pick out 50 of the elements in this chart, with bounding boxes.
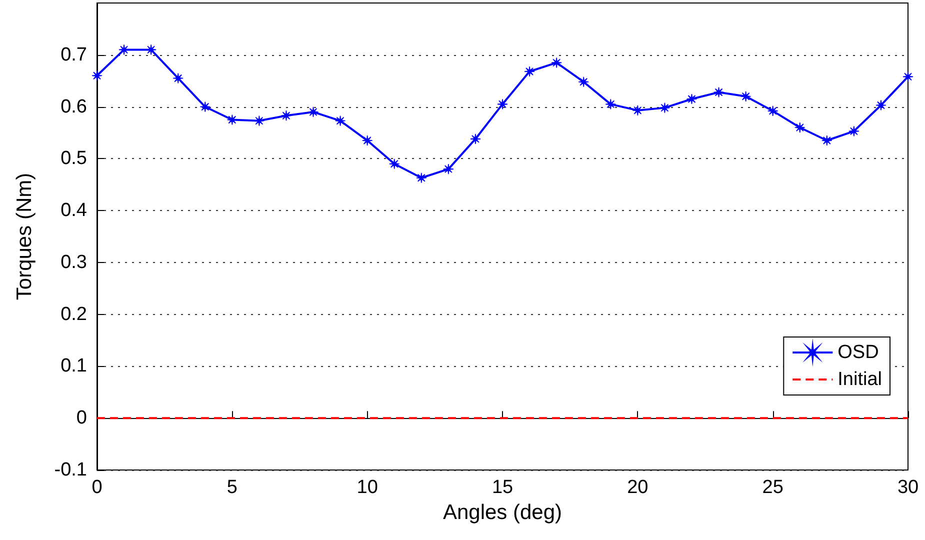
y-tick-label: 0.2	[60, 304, 87, 325]
x-tick-label: 5	[226, 477, 238, 498]
y-tick-label: 0.4	[60, 200, 88, 222]
point	[794, 122, 806, 133]
point	[146, 44, 156, 56]
point	[632, 105, 644, 116]
x-tick-label: 15	[492, 477, 514, 498]
point	[578, 76, 589, 88]
point	[659, 102, 670, 114]
x-axis-title: Angles (deg)	[442, 501, 562, 524]
x-tick-label: 20	[627, 477, 648, 498]
point	[362, 135, 373, 146]
y-axis-title: Torques (Nm)	[13, 172, 36, 300]
x-tick-label: 0	[92, 477, 102, 498]
point	[308, 106, 319, 118]
x-tick-label: 10	[356, 477, 378, 498]
point	[254, 115, 265, 126]
point	[686, 94, 698, 104]
point	[334, 115, 346, 126]
y-tick-label: 0.5	[60, 148, 87, 170]
point	[200, 101, 211, 112]
point	[416, 172, 427, 184]
point	[822, 135, 832, 146]
point	[497, 98, 508, 110]
point	[876, 100, 886, 111]
point	[551, 57, 562, 68]
point	[524, 66, 535, 77]
point	[713, 86, 724, 98]
y-tick-label: 0.1	[60, 356, 87, 377]
y-tick-label: 0	[76, 408, 87, 429]
point	[172, 72, 184, 84]
x-tick-label: 30	[897, 477, 919, 498]
point	[280, 110, 292, 121]
y-tick-label: 0.7	[60, 44, 87, 66]
point	[767, 106, 778, 116]
legend-label: OSD	[838, 342, 879, 363]
point	[605, 98, 616, 110]
y-tick-label: 0.6	[60, 96, 87, 118]
x-tick-label: 25	[762, 477, 784, 498]
point	[470, 134, 481, 144]
y-tick-label: 0.3	[60, 252, 87, 273]
point	[118, 44, 130, 56]
point	[443, 164, 454, 174]
point	[902, 71, 914, 82]
y-tick-label: -0.1	[54, 460, 87, 480]
legend-label: Initial	[838, 369, 882, 390]
point	[740, 91, 752, 102]
point	[92, 70, 102, 82]
point	[388, 158, 400, 170]
point	[848, 126, 860, 137]
